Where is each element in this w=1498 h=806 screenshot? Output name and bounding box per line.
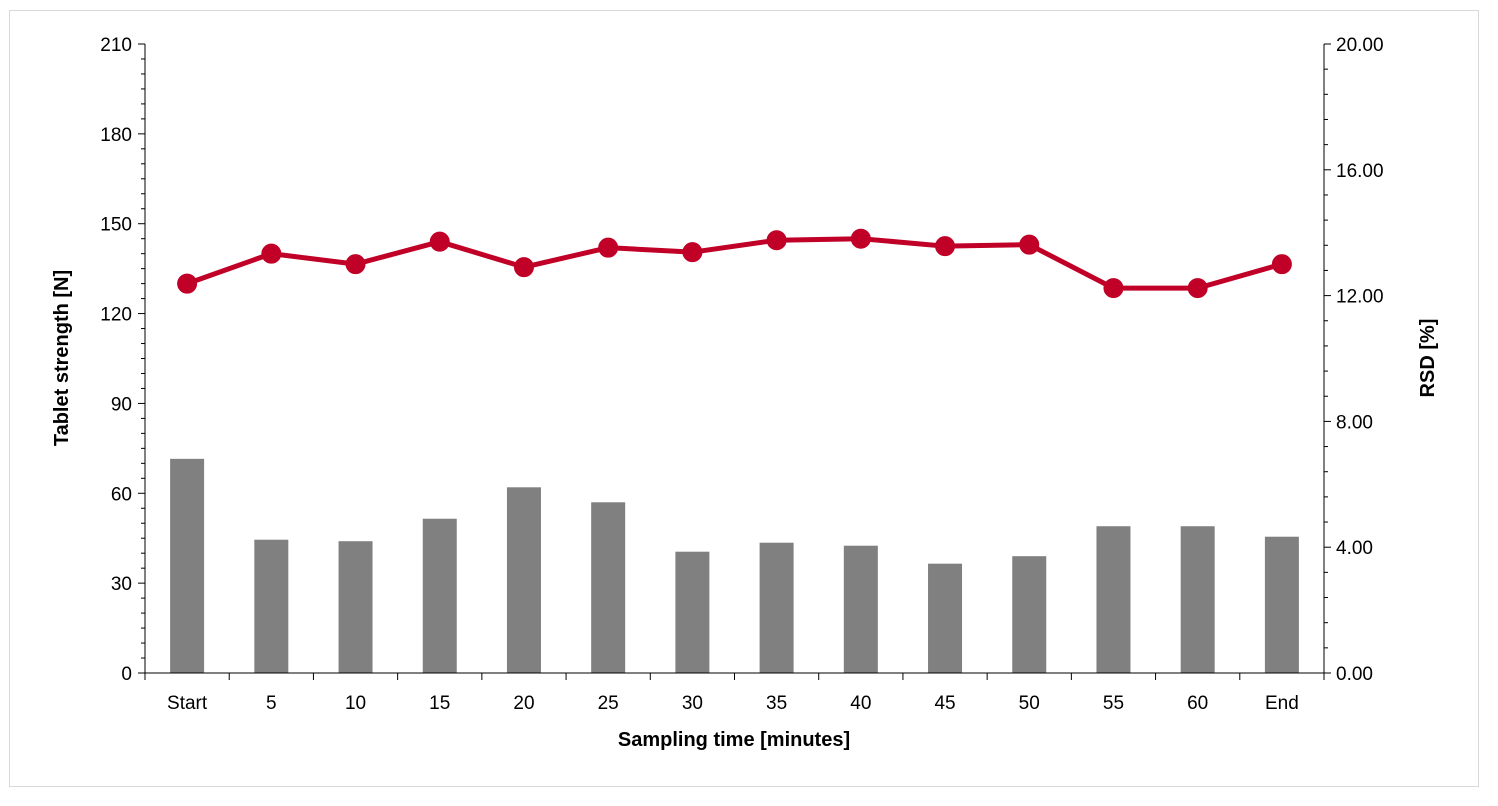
- bar-9: [928, 563, 963, 673]
- bar-2: [338, 541, 373, 673]
- bar-11: [1096, 526, 1131, 673]
- y-left-tick-label-7: 210: [100, 35, 132, 56]
- bar-5: [591, 502, 626, 673]
- y-right-tick-label-4: 16.00: [1336, 161, 1384, 182]
- y-left-tick-label-6: 180: [100, 125, 132, 146]
- line-point-10: [1019, 234, 1040, 255]
- x-tick-label-11: 55: [1103, 693, 1124, 714]
- y-axis-right-title: RSD [%]: [1417, 319, 1439, 398]
- bar-7: [759, 542, 794, 673]
- line-layer: [177, 228, 1292, 299]
- bars-layer: [170, 458, 1299, 673]
- line-point-2: [345, 254, 366, 275]
- bar-10: [1012, 556, 1047, 673]
- x-tick-label-3: 15: [429, 693, 450, 714]
- x-tick-label-0: Start: [167, 693, 208, 714]
- bar-12: [1180, 526, 1215, 673]
- x-tick-label-8: 40: [850, 693, 871, 714]
- bar-13: [1264, 536, 1299, 673]
- y-axis-left-title: Tablet strength [N]: [51, 270, 73, 446]
- x-tick-label-5: 25: [598, 693, 619, 714]
- line-point-4: [513, 257, 534, 278]
- y-left-tick-label-2: 60: [111, 484, 132, 505]
- y-right-tick-label-1: 4.00: [1336, 538, 1373, 559]
- bar-6: [675, 551, 710, 673]
- y-left-tick-label-5: 150: [100, 215, 132, 236]
- line-point-5: [598, 237, 619, 258]
- line-point-3: [429, 231, 450, 252]
- line-point-13: [1271, 254, 1292, 275]
- y-left-tick-label-1: 30: [111, 574, 132, 595]
- line-point-1: [261, 243, 282, 264]
- line-point-11: [1103, 278, 1124, 299]
- bar-0: [170, 458, 205, 673]
- line-point-9: [935, 236, 956, 257]
- line-point-6: [682, 242, 703, 263]
- x-axis-title: Sampling time [minutes]: [618, 729, 850, 751]
- x-tick-label-1: 5: [266, 693, 277, 714]
- y-right-tick-label-5: 20.00: [1336, 35, 1384, 56]
- line-point-0: [177, 273, 198, 294]
- x-tick-label-7: 35: [766, 693, 787, 714]
- bar-1: [254, 539, 289, 673]
- x-tick-label-4: 20: [513, 693, 534, 714]
- series-line: [186, 236, 1283, 291]
- line-point-7: [766, 230, 787, 251]
- y-right-tick-label-0: 0.00: [1336, 664, 1373, 685]
- x-tick-label-13: End: [1265, 693, 1299, 714]
- x-tick-label-2: 10: [345, 693, 366, 714]
- line-point-8: [850, 228, 871, 249]
- y-right-tick-label-3: 12.00: [1336, 287, 1384, 308]
- x-tick-label-9: 45: [934, 693, 955, 714]
- line-point-12: [1187, 278, 1208, 299]
- bar-3: [422, 518, 457, 673]
- ticks-layer: 0 30 60 90 120 150 180 210 0.00 4.00 8.00 12.00 16.0…: [100, 35, 1383, 714]
- chart-frame: [9, 10, 1479, 787]
- x-tick-label-6: 30: [682, 693, 703, 714]
- y-left-tick-label-0: 0: [121, 664, 132, 685]
- axes-layer: [144, 44, 1325, 674]
- y-right-tick-label-2: 8.00: [1336, 412, 1373, 433]
- bar-8: [843, 545, 878, 673]
- y-left-tick-label-4: 120: [100, 305, 132, 326]
- y-left-tick-label-3: 90: [111, 394, 132, 415]
- x-tick-label-10: 50: [1019, 693, 1040, 714]
- x-tick-label-12: 60: [1187, 693, 1208, 714]
- bar-4: [506, 487, 541, 673]
